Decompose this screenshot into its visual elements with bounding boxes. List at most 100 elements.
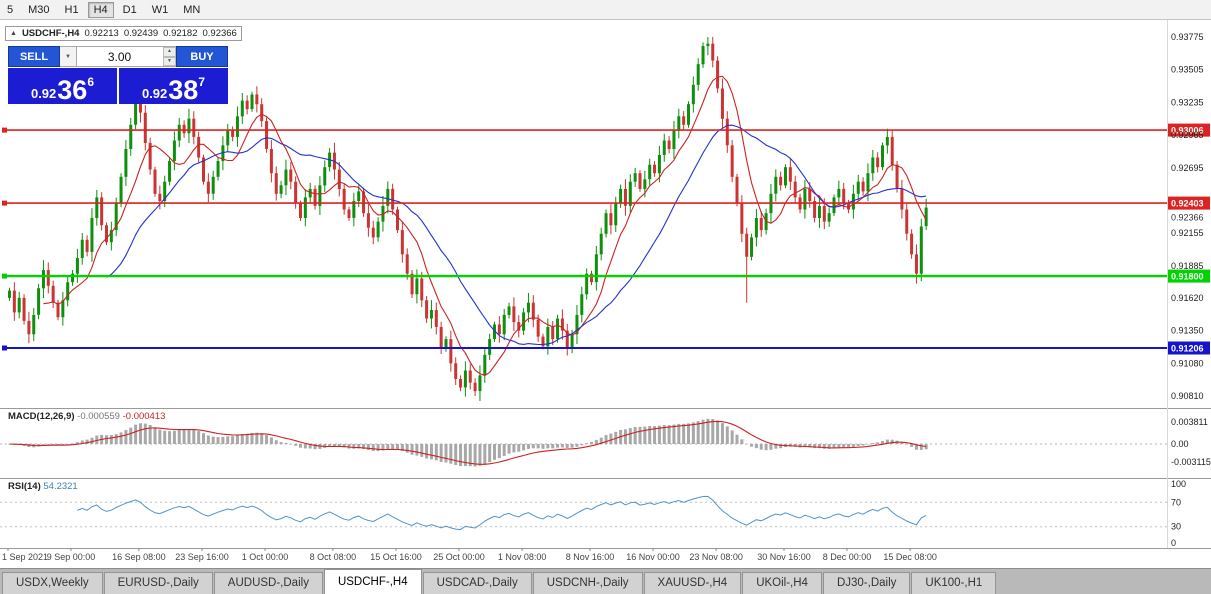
volume-stepper: ▲ ▼ <box>163 47 176 66</box>
svg-text:23 Nov 08:00: 23 Nov 08:00 <box>689 552 743 562</box>
timeframe-button-w1[interactable]: W1 <box>146 2 175 18</box>
svg-text:15 Oct 16:00: 15 Oct 16:00 <box>370 552 422 562</box>
chart-tab-dj30-daily[interactable]: DJ30-,Daily <box>822 572 911 594</box>
price-axis[interactable]: 0.93775 0.93505 0.93235 0.92965 0.92695 0.921… <box>1171 32 1204 401</box>
chart-tab-audusd-daily[interactable]: AUDUSD-,Daily <box>213 572 323 594</box>
timeframe-button-d1[interactable]: D1 <box>117 2 143 18</box>
line-handle[interactable] <box>2 127 7 133</box>
macd-axis-label: 0.003811 <box>1171 417 1208 427</box>
close-value: 0.92366 <box>202 28 237 39</box>
buy-price-main: 0.92 <box>141 85 168 101</box>
buy-price-display[interactable]: 0.92 38 7 <box>119 68 228 104</box>
sell-button[interactable]: SELL <box>8 46 60 67</box>
svg-text:30 Nov 16:00: 30 Nov 16:00 <box>757 552 811 562</box>
sell-price-display[interactable]: 0.92 36 6 <box>8 68 117 104</box>
timeframe-button-h1[interactable]: H1 <box>59 2 85 18</box>
timeframe-button-5[interactable]: 5 <box>1 2 19 18</box>
price-badge <box>1168 341 1210 355</box>
svg-text:0.91885: 0.91885 <box>1171 261 1204 271</box>
rsi-value: 54.2321 <box>43 481 78 492</box>
svg-text:0.93775: 0.93775 <box>1171 32 1204 42</box>
chart-tab-xauusd-h4[interactable]: XAUUSD-,H4 <box>643 572 742 594</box>
svg-text:8 Oct 08:00: 8 Oct 08:00 <box>310 552 357 562</box>
macd-axis-label: -0.003115 <box>1171 457 1211 467</box>
open-value: 0.92213 <box>84 28 119 39</box>
macd-label: MACD(12,26,9) -0.000559 -0.000413 <box>8 411 165 422</box>
svg-text:8 Nov 16:00: 8 Nov 16:00 <box>566 552 615 562</box>
chart-tab-usdchf-h4[interactable]: USDCHF-,H4 <box>323 569 422 594</box>
line-handle[interactable] <box>2 345 7 351</box>
timeframe-button-m30[interactable]: M30 <box>22 2 55 18</box>
price-badge <box>1168 123 1210 137</box>
price-chart-svg[interactable]: 0.93006 0.92403 0.91800 0.91206 0.93775 0.935… <box>0 20 1211 568</box>
macd-axis-label: 0.00 <box>1171 439 1189 449</box>
svg-text:0.93505: 0.93505 <box>1171 65 1204 75</box>
rsi-name: RSI(14) <box>8 481 41 492</box>
buy-price-big: 38 <box>168 74 199 105</box>
price-badge <box>1168 269 1210 283</box>
rsi-axis-label: 30 <box>1171 522 1181 532</box>
rsi-axis-label: 0 <box>1171 538 1176 548</box>
svg-text:16 Nov 00:00: 16 Nov 00:00 <box>626 552 680 562</box>
timeframe-toolbar: 5 M30 H1 H4 D1 W1 MN <box>0 0 1211 20</box>
line-handle[interactable] <box>2 273 7 279</box>
sell-price-main: 0.92 <box>30 85 57 101</box>
svg-text:23 Sep 16:00: 23 Sep 16:00 <box>175 552 229 562</box>
ma-fast-line <box>43 75 927 377</box>
chart-area: 0.93006 0.92403 0.91800 0.91206 0.93775 0.935… <box>0 20 1211 568</box>
svg-text:15 Dec 08:00: 15 Dec 08:00 <box>883 552 937 562</box>
rsi-panel <box>0 495 1167 531</box>
rsi-axis-label: 100 <box>1171 479 1186 489</box>
rsi-axis-label: 70 <box>1171 497 1181 507</box>
ma-slow-line <box>106 124 927 346</box>
low-value: 0.92182 <box>163 28 198 39</box>
volume-field-wrap: ▲ ▼ <box>77 46 176 67</box>
current-price-label: 0.92366 <box>1171 213 1204 223</box>
svg-text:1 Oct 00:00: 1 Oct 00:00 <box>242 552 289 562</box>
chart-tab-ukoil-h4[interactable]: UKOil-,H4 <box>742 572 822 594</box>
volume-increase-button[interactable]: ▲ <box>163 47 176 57</box>
price-badge <box>1168 196 1210 210</box>
chart-tab-eurusd-daily[interactable]: EURUSD-,Daily <box>103 572 213 594</box>
sell-price-sup: 6 <box>87 75 95 89</box>
svg-text:1 Nov 08:00: 1 Nov 08:00 <box>498 552 547 562</box>
sell-price-big: 36 <box>57 74 88 105</box>
line-handle[interactable] <box>2 200 7 206</box>
svg-text:1 Sep 2021: 1 Sep 2021 <box>2 552 48 562</box>
price-badge-label: 0.91206 <box>1171 344 1204 354</box>
timeframe-button-h4[interactable]: H4 <box>87 1 114 18</box>
macd-panel <box>0 418 1167 467</box>
trade-controls-row: SELL ▼ ▲ ▼ BUY <box>8 46 228 67</box>
buy-price-sup: 7 <box>198 75 206 89</box>
svg-text:8 Dec 00:00: 8 Dec 00:00 <box>823 552 872 562</box>
svg-text:0.91080: 0.91080 <box>1171 358 1204 368</box>
chart-tab-bar: USDX,Weekly EURUSD-,Daily AUDUSD-,Daily USD… <box>0 568 1211 594</box>
svg-text:9 Sep 00:00: 9 Sep 00:00 <box>47 552 96 562</box>
chart-tab-usdcnh-daily[interactable]: USDCNH-,Daily <box>532 572 643 594</box>
svg-text:0.91620: 0.91620 <box>1171 293 1204 303</box>
svg-text:0.91350: 0.91350 <box>1171 326 1204 336</box>
svg-text:0.92965: 0.92965 <box>1171 130 1204 140</box>
price-badge-label: 0.92403 <box>1171 199 1204 209</box>
chevron-down-icon: ▼ <box>65 53 71 60</box>
price-badge-label: 0.93006 <box>1171 126 1204 136</box>
collapse-icon[interactable]: ▲ <box>10 30 17 37</box>
chart-ohlc-header: ▲ USDCHF-,H4 0.92213 0.92439 0.92182 0.9… <box>5 26 242 41</box>
svg-text:16 Sep 08:00: 16 Sep 08:00 <box>112 552 166 562</box>
chart-tab-usdx-weekly[interactable]: USDX,Weekly <box>2 572 103 594</box>
svg-text:0.93235: 0.93235 <box>1171 97 1204 107</box>
volume-input[interactable] <box>77 47 176 66</box>
price-badge-label: 0.91800 <box>1171 272 1204 282</box>
svg-text:25 Oct 00:00: 25 Oct 00:00 <box>433 552 485 562</box>
macd-main-value: -0.000559 <box>77 411 120 422</box>
chart-tab-usdcad-daily[interactable]: USDCAD-,Daily <box>422 572 532 594</box>
buy-button[interactable]: BUY <box>176 46 228 67</box>
timeframe-button-mn[interactable]: MN <box>177 2 206 18</box>
chart-tab-uk100-h1[interactable]: UK100-,H1 <box>911 572 997 594</box>
volume-dropdown-button[interactable]: ▼ <box>60 46 77 67</box>
rsi-label: RSI(14) 54.2321 <box>8 481 78 492</box>
volume-decrease-button[interactable]: ▼ <box>163 56 176 66</box>
